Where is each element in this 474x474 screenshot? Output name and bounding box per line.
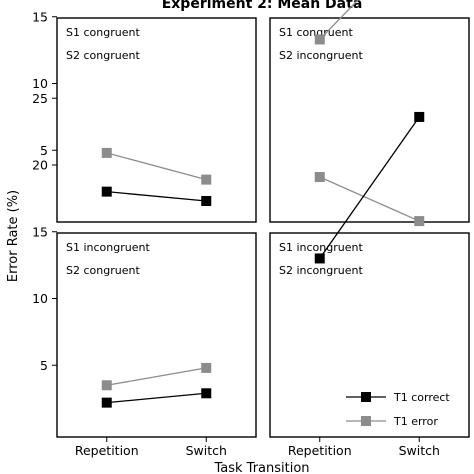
data-point-t1-correct [314, 253, 325, 264]
series-line-t1-error [319, 0, 359, 40]
legend-label-t1-correct: T1 correct [393, 391, 450, 404]
panel-4-label-2: S2 incongruent [279, 264, 363, 277]
data-point-t1-correct [101, 397, 112, 408]
data-point-t1-error [101, 147, 112, 158]
y-tick-label: 15 [32, 9, 48, 24]
panel-frame-1 [56, 17, 257, 223]
y-tick-label: 5 [40, 143, 48, 158]
data-point-t1-error [314, 172, 325, 183]
series-line-t1-error [106, 152, 207, 181]
x-tick-label: Repetition [288, 443, 352, 458]
panel-2-label-1: S1 congruent [279, 26, 353, 39]
series-line-t1-correct [106, 190, 207, 202]
series-line-t1-correct [319, 116, 420, 259]
panel-2-label-2: S2 incongruent [279, 49, 363, 62]
data-point-t1-error [314, 34, 325, 45]
series-line-t1-error [319, 176, 420, 222]
panel-frame-4 [269, 232, 470, 438]
chart-title: Experiment 2: Mean Data [162, 0, 363, 12]
y-tick-label: 5 [40, 358, 48, 373]
panel-frame-3 [56, 232, 257, 438]
y-axis-label: Error Rate (%) [6, 190, 21, 282]
data-point-t1-correct [414, 111, 425, 122]
y-tick-label: 10 [32, 291, 48, 306]
series-line-t1-correct [106, 392, 207, 404]
data-point-t1-error [101, 380, 112, 391]
panel-1-label-2: S2 congruent [66, 49, 140, 62]
data-point-t1-correct [101, 186, 112, 197]
y-tick-label: 10 [32, 76, 48, 91]
x-tick-label: Switch [186, 443, 227, 458]
data-point-t1-error [201, 174, 212, 185]
legend-label-t1-error: T1 error [393, 415, 438, 428]
panel-3-label-1: S1 incongruent [66, 241, 150, 254]
panel-4-label-1: S1 incongruent [279, 241, 363, 254]
series-line-t1-error [106, 367, 207, 386]
data-point-t1-error [201, 362, 212, 373]
data-point-t1-correct [201, 195, 212, 206]
legend-marker-t1-error [361, 416, 371, 426]
x-tick-label: Repetition [75, 443, 139, 458]
legend-marker-t1-correct [361, 392, 371, 402]
data-point-t1-error [414, 216, 425, 227]
data-point-t1-correct [201, 388, 212, 399]
y-tick-label: 15 [32, 224, 48, 239]
x-axis-label: Task Transition [213, 461, 309, 474]
y-tick-label: 25 [32, 91, 48, 106]
y-tick-label: 20 [32, 158, 48, 173]
panel-3-label-2: S2 congruent [66, 264, 140, 277]
x-tick-label: Switch [399, 443, 440, 458]
panel-frame-2 [269, 17, 470, 223]
panel-1-label-1: S1 congruent [66, 26, 140, 39]
